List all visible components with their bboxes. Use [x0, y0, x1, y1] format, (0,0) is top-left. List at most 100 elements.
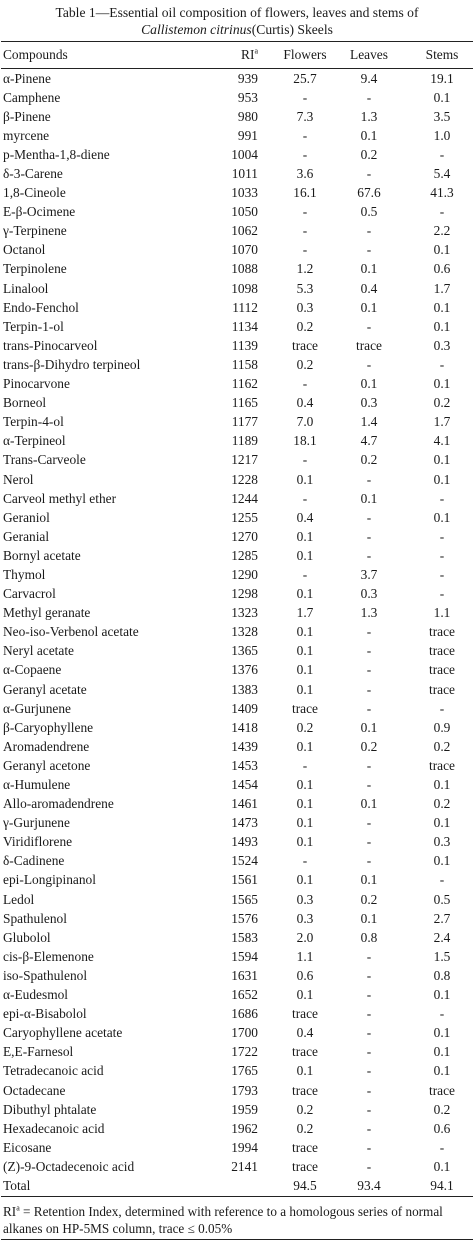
cell-flowers: - [302, 204, 308, 220]
cell-leaves: - [366, 967, 372, 983]
cell-compound: Octadecane [3, 1082, 66, 1098]
table-row: epi-α-Bisabolol 1686 trace - - [0, 1005, 474, 1024]
cell-leaves: 67.6 [357, 185, 381, 201]
table-row: E-β-Ocimene 1050 - 0.5 - [0, 203, 474, 222]
cell-flowers: - [302, 223, 308, 239]
table-row: myrcene 991 - 0.1 1.0 [0, 126, 474, 145]
cell-leaves: 0.1 [360, 796, 378, 812]
cell-leaves: 4.7 [360, 433, 378, 449]
table-row: α-Terpineol 1189 18.1 4.7 4.1 [0, 432, 474, 451]
table-row: 1,8-Cineole 1033 16.1 67.6 41.3 [0, 184, 474, 203]
cell-flowers: 0.6 [296, 967, 314, 983]
cell-compound: Tetradecanoic acid [3, 1063, 104, 1079]
table-row: β-Caryophyllene 1418 0.2 0.1 0.9 [0, 718, 474, 737]
cell-flowers: - [302, 757, 308, 773]
cell-leaves: - [366, 1120, 372, 1136]
cell-leaves: - [366, 547, 372, 563]
cell-ri: 1328 [231, 624, 258, 640]
cell-flowers: 0.4 [296, 509, 314, 525]
table-row: α-Humulene 1454 0.1 - 0.1 [0, 775, 474, 794]
cell-leaves: - [366, 757, 372, 773]
cell-leaves: - [366, 509, 372, 525]
cell-ri: 1270 [231, 528, 258, 544]
cell-compound: Linalool [3, 280, 49, 296]
cell-stems: trace [428, 624, 455, 640]
cell-ri: 1652 [231, 987, 258, 1003]
header-ri-label: RI [241, 47, 255, 62]
cell-flowers: 0.4 [296, 1025, 314, 1041]
table-row: trans-β-Dihydro terpineol 1158 0.2 - - [0, 355, 474, 374]
cell-compound: Terpin-1-ol [3, 318, 64, 334]
cell-ri: 953 [237, 89, 258, 105]
total-label: Total [3, 1177, 31, 1193]
cell-leaves: 3.7 [360, 566, 378, 582]
table-row: Aromadendrene 1439 0.1 0.2 0.2 [0, 737, 474, 756]
caption-line-2: Callistemon citrinus(Curtis) Skeels [0, 21, 474, 38]
cell-leaves: 1.3 [360, 108, 378, 124]
cell-compound: Endo-Fenchol [3, 299, 79, 315]
cell-leaves: - [366, 681, 372, 697]
cell-ri: 1565 [231, 891, 258, 907]
cell-stems: 0.1 [433, 987, 451, 1003]
cell-leaves: - [366, 223, 372, 239]
header-ri: RIa [200, 47, 262, 63]
cell-stems: 0.1 [433, 376, 451, 392]
cell-flowers: 0.1 [296, 815, 314, 831]
cell-ri: 1994 [231, 1139, 258, 1155]
cell-leaves: 1.3 [360, 605, 378, 621]
table-row: α-Pinene 939 25.7 9.4 19.1 [0, 69, 474, 88]
cell-stems: 2.4 [433, 929, 451, 945]
cell-leaves: - [366, 166, 372, 182]
cell-leaves: - [366, 815, 372, 831]
table-row: Camphene 953 - - 0.1 [0, 88, 474, 107]
cell-leaves: - [366, 471, 372, 487]
cell-stems: 2.7 [433, 910, 451, 926]
cell-compound: Terpinolene [3, 261, 67, 277]
cell-ri: 1576 [231, 910, 258, 926]
cell-leaves: 0.1 [360, 127, 378, 143]
cell-leaves: 0.4 [360, 280, 378, 296]
cell-flowers: - [302, 452, 308, 468]
cell-flowers: 0.1 [296, 547, 314, 563]
cell-leaves: 0.5 [360, 204, 378, 220]
table-row: iso-Spathulenol 1631 0.6 - 0.8 [0, 966, 474, 985]
cell-compound: Neryl acetate [3, 643, 74, 659]
cell-ri: 1070 [231, 242, 258, 258]
table-row: Ledol 1565 0.3 0.2 0.5 [0, 890, 474, 909]
cell-compound: E,E-Farnesol [3, 1044, 74, 1060]
table-row: Endo-Fenchol 1112 0.3 0.1 0.1 [0, 298, 474, 317]
header-row: Compounds RIa Flowers Leaves Stems [0, 42, 474, 68]
cell-flowers: 0.3 [296, 299, 314, 315]
cell-flowers: 3.6 [296, 166, 314, 182]
cell-leaves: - [366, 1139, 372, 1155]
cell-stems: 0.1 [433, 242, 451, 258]
cell-leaves: - [366, 1158, 372, 1174]
cell-ri: 1453 [231, 757, 258, 773]
table-row: Pinocarvone 1162 - 0.1 0.1 [0, 375, 474, 394]
cell-compound: Spathulenol [3, 910, 67, 926]
cell-stems: - [439, 490, 445, 506]
table-row: trans-Pinocarveol 1139 trace trace 0.3 [0, 336, 474, 355]
cell-flowers: 0.1 [296, 624, 314, 640]
cell-compound: Geranyl acetone [3, 757, 91, 773]
cell-leaves: 0.8 [360, 929, 378, 945]
cell-flowers: 0.1 [296, 681, 314, 697]
cell-leaves: - [366, 528, 372, 544]
cell-compound: α-Humulene [3, 777, 71, 793]
total-stems: 94.1 [430, 1177, 454, 1193]
cell-flowers: 0.2 [296, 1101, 314, 1117]
cell-leaves: - [366, 700, 372, 716]
cell-ri: 1583 [231, 929, 258, 945]
table-row: Eicosane 1994 trace - - [0, 1138, 474, 1157]
footnote-ri: RI [3, 1203, 17, 1219]
cell-compound: β-Caryophyllene [3, 719, 94, 735]
cell-flowers: trace [291, 1082, 318, 1098]
table-body: α-Pinene 939 25.7 9.4 19.1 Camphene 953- -0.1 β-… [0, 69, 474, 1176]
table-row: α-Eudesmol 1652 0.1 - 0.1 [0, 986, 474, 1005]
cell-flowers: 1.2 [296, 261, 314, 277]
cell-stems: 0.2 [433, 738, 451, 754]
cell-stems: 0.9 [433, 719, 451, 735]
cell-stems: 0.1 [433, 89, 451, 105]
cell-stems: - [439, 1139, 445, 1155]
cell-ri: 1011 [231, 166, 258, 182]
